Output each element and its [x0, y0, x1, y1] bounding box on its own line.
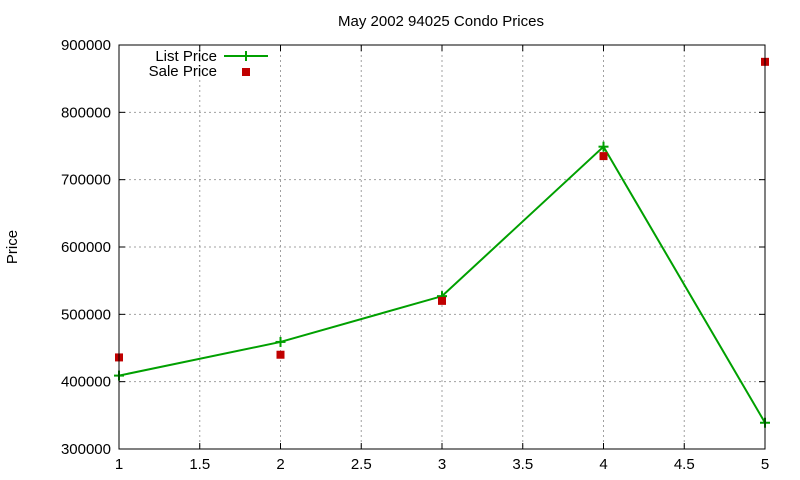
list-price-point: [275, 336, 286, 347]
y-tick-label: 400000: [61, 374, 111, 391]
sale-price-point: [276, 350, 285, 359]
plot-series: [114, 57, 770, 428]
legend-marker-list-price: [241, 51, 251, 61]
legend-marker-sale-price: [242, 68, 250, 76]
x-tick-label: 2: [276, 456, 284, 473]
x-tick-label: 3: [438, 456, 446, 473]
x-tick-label: 2.5: [351, 456, 372, 473]
y-tick-label: 900000: [61, 37, 111, 54]
x-tick-label: 4.5: [674, 456, 695, 473]
legend-label-sale-price: Sale Price: [149, 63, 217, 80]
y-tick-label: 700000: [61, 172, 111, 189]
y-tick-label: 600000: [61, 239, 111, 256]
grid-lines: [119, 45, 765, 449]
x-tick-label: 1.5: [189, 456, 210, 473]
plot-frame: [118, 44, 766, 450]
legend-label-list-price: List Price: [155, 48, 217, 65]
x-tick-label: 5: [761, 456, 769, 473]
x-tick-label: 4: [599, 456, 607, 473]
x-tick-label: 3.5: [512, 456, 533, 473]
y-tick-label: 300000: [61, 441, 111, 458]
chart-title: May 2002 94025 Condo Prices: [338, 13, 544, 30]
list-price-point: [598, 141, 609, 152]
legend: List Price Sale Price: [149, 48, 268, 80]
sale-price-point: [599, 152, 608, 161]
x-tick-label: 1: [115, 456, 123, 473]
y-axis-label: Price: [4, 230, 21, 264]
sale-price-point: [438, 296, 446, 305]
y-tick-label: 500000: [61, 306, 111, 323]
axis-ticks: 1 1.5 2 2.5 3 3.5 4 4.5 5 300000 400000 500000 60000…: [61, 37, 769, 473]
y-tick-label: 800000: [61, 104, 111, 121]
